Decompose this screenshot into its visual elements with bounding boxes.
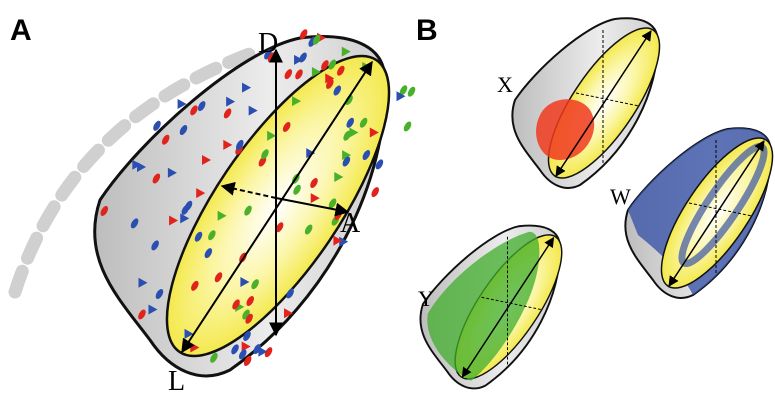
mini-shell — [625, 123, 775, 304]
dot — [370, 186, 381, 199]
axis-label: A — [340, 208, 361, 239]
dot — [402, 120, 413, 133]
mini-shell — [512, 13, 679, 194]
group-label: W — [610, 184, 631, 209]
dot — [406, 85, 417, 98]
figure: A B D A L X W Y — [0, 0, 775, 398]
group-label: Y — [418, 286, 434, 311]
panel-label: B — [416, 14, 438, 47]
mini-shell — [420, 220, 580, 393]
axis-label: L — [168, 366, 185, 397]
axis-label: D — [258, 28, 278, 59]
panel-label: A — [10, 14, 32, 47]
group-label: X — [497, 72, 513, 97]
